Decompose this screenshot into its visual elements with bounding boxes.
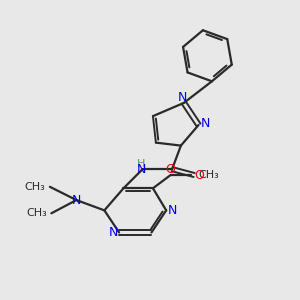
Text: CH₃: CH₃ <box>25 182 46 192</box>
Text: N: N <box>72 194 81 207</box>
Text: O: O <box>166 163 176 176</box>
Text: N: N <box>178 91 187 104</box>
Text: N: N <box>167 204 177 217</box>
Text: CH₃: CH₃ <box>199 170 219 180</box>
Text: O: O <box>194 169 204 182</box>
Text: CH₃: CH₃ <box>26 208 47 218</box>
Text: N: N <box>200 117 210 130</box>
Text: N: N <box>136 163 146 176</box>
Text: N: N <box>109 226 118 239</box>
Text: H: H <box>137 159 146 169</box>
